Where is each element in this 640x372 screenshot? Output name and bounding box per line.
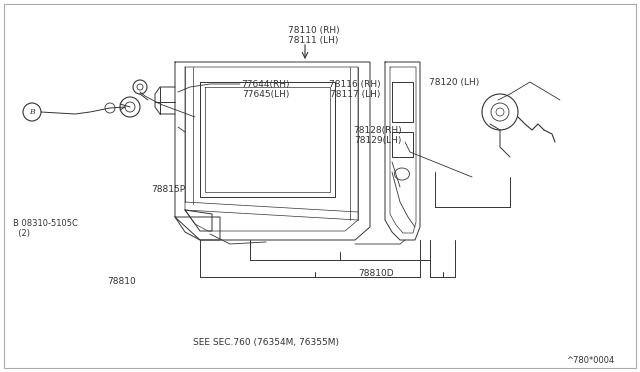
- Text: ^780*0004: ^780*0004: [566, 356, 614, 365]
- Text: 78810D: 78810D: [358, 269, 394, 278]
- Text: 77644(RH)
77645(LH): 77644(RH) 77645(LH): [241, 80, 290, 99]
- Text: B: B: [29, 108, 35, 116]
- Text: 78810: 78810: [108, 278, 136, 286]
- Text: 78116 (RH)
78117 (LH): 78116 (RH) 78117 (LH): [330, 80, 381, 99]
- Text: 78815P: 78815P: [152, 185, 186, 194]
- Text: 78128(RH)
78129(LH): 78128(RH) 78129(LH): [353, 126, 402, 145]
- Text: 78110 (RH)
78111 (LH): 78110 (RH) 78111 (LH): [288, 26, 339, 45]
- Text: SEE SEC.760 (76354M, 76355M): SEE SEC.760 (76354M, 76355M): [193, 338, 339, 347]
- Text: 78120 (LH): 78120 (LH): [429, 78, 479, 87]
- Text: B 08310-5105C
  (2): B 08310-5105C (2): [13, 219, 77, 238]
